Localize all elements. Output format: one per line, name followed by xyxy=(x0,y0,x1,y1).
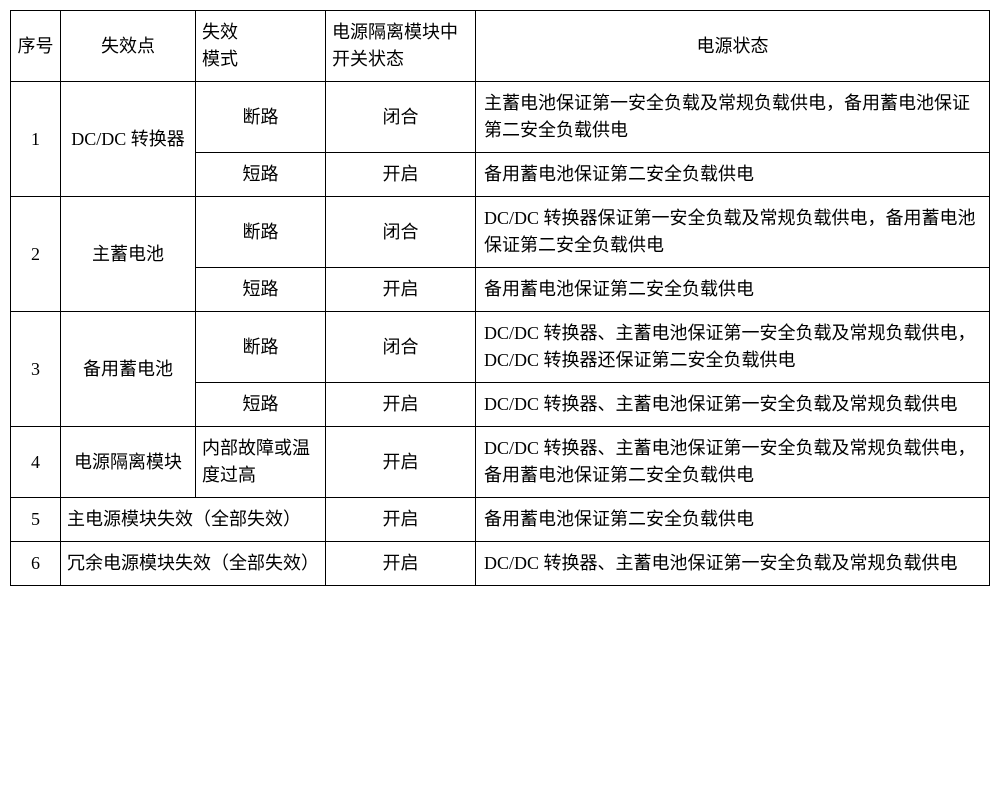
table-row: 5 主电源模块失效（全部失效） 开启 备用蓄电池保证第二安全负载供电 xyxy=(11,498,990,542)
cell-mode: 断路 xyxy=(196,82,326,153)
cell-status: DC/DC 转换器、主蓄电池保证第一安全负载及常规负载供电，备用蓄电池保证第二安… xyxy=(476,427,990,498)
table-row: 3 备用蓄电池 断路 闭合 DC/DC 转换器、主蓄电池保证第一安全负载及常规负… xyxy=(11,312,990,383)
cell-merged-fp: 主电源模块失效（全部失效） xyxy=(61,498,326,542)
cell-status: DC/DC 转换器、主蓄电池保证第一安全负载及常规负载供电 xyxy=(476,383,990,427)
cell-merged-fp: 冗余电源模块失效（全部失效） xyxy=(61,542,326,586)
cell-switch: 开启 xyxy=(326,153,476,197)
cell-status: DC/DC 转换器、主蓄电池保证第一安全负载及常规负载供电 xyxy=(476,542,990,586)
cell-failure-point: 电源隔离模块 xyxy=(61,427,196,498)
cell-switch: 开启 xyxy=(326,498,476,542)
cell-failure-point: 备用蓄电池 xyxy=(61,312,196,427)
header-idx: 序号 xyxy=(11,11,61,82)
cell-switch: 开启 xyxy=(326,542,476,586)
table-row: 2 主蓄电池 断路 闭合 DC/DC 转换器保证第一安全负载及常规负载供电，备用… xyxy=(11,197,990,268)
cell-switch: 闭合 xyxy=(326,197,476,268)
cell-failure-point: DC/DC 转换器 xyxy=(61,82,196,197)
cell-switch: 闭合 xyxy=(326,82,476,153)
table-row: 6 冗余电源模块失效（全部失效） 开启 DC/DC 转换器、主蓄电池保证第一安全… xyxy=(11,542,990,586)
cell-status: 备用蓄电池保证第二安全负载供电 xyxy=(476,498,990,542)
failure-mode-table: 序号 失效点 失效 模式 电源隔离模块中开关状态 电源状态 1 DC/DC 转换… xyxy=(10,10,990,586)
cell-idx: 2 xyxy=(11,197,61,312)
header-switch-state: 电源隔离模块中开关状态 xyxy=(326,11,476,82)
cell-idx: 4 xyxy=(11,427,61,498)
cell-idx: 1 xyxy=(11,82,61,197)
cell-failure-point: 主蓄电池 xyxy=(61,197,196,312)
table-row: 4 电源隔离模块 内部故障或温度过高 开启 DC/DC 转换器、主蓄电池保证第一… xyxy=(11,427,990,498)
cell-mode: 内部故障或温度过高 xyxy=(196,427,326,498)
cell-status: DC/DC 转换器保证第一安全负载及常规负载供电，备用蓄电池保证第二安全负载供电 xyxy=(476,197,990,268)
cell-switch: 开启 xyxy=(326,383,476,427)
table-row: 1 DC/DC 转换器 断路 闭合 主蓄电池保证第一安全负载及常规负载供电，备用… xyxy=(11,82,990,153)
cell-status: 备用蓄电池保证第二安全负载供电 xyxy=(476,153,990,197)
header-power-status: 电源状态 xyxy=(476,11,990,82)
cell-mode: 断路 xyxy=(196,312,326,383)
cell-mode: 短路 xyxy=(196,153,326,197)
cell-switch: 开启 xyxy=(326,268,476,312)
cell-mode: 短路 xyxy=(196,383,326,427)
cell-mode: 短路 xyxy=(196,268,326,312)
cell-mode: 断路 xyxy=(196,197,326,268)
cell-status: 主蓄电池保证第一安全负载及常规负载供电，备用蓄电池保证第二安全负载供电 xyxy=(476,82,990,153)
cell-idx: 6 xyxy=(11,542,61,586)
cell-switch: 闭合 xyxy=(326,312,476,383)
header-failure-point: 失效点 xyxy=(61,11,196,82)
table-header-row: 序号 失效点 失效 模式 电源隔离模块中开关状态 电源状态 xyxy=(11,11,990,82)
cell-idx: 5 xyxy=(11,498,61,542)
cell-switch: 开启 xyxy=(326,427,476,498)
header-failure-mode: 失效 模式 xyxy=(196,11,326,82)
cell-status: 备用蓄电池保证第二安全负载供电 xyxy=(476,268,990,312)
cell-idx: 3 xyxy=(11,312,61,427)
cell-status: DC/DC 转换器、主蓄电池保证第一安全负载及常规负载供电，DC/DC 转换器还… xyxy=(476,312,990,383)
